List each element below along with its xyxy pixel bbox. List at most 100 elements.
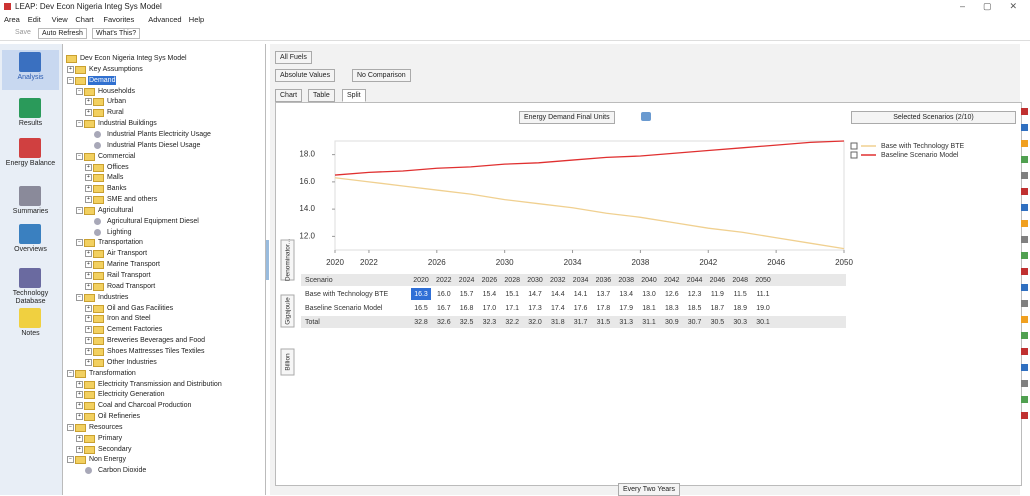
- tree-label[interactable]: Commercial: [98, 152, 136, 160]
- tool-icon[interactable]: [1021, 412, 1028, 419]
- help-button[interactable]: [641, 112, 651, 121]
- sidebar-item[interactable]: Overviews: [2, 222, 59, 262]
- view-tab[interactable]: Table: [308, 89, 335, 102]
- tree-label[interactable]: Iron and Steel: [107, 315, 151, 323]
- menu-item[interactable]: View: [51, 15, 68, 24]
- tree-label[interactable]: Industrial Plants Electricity Usage: [107, 130, 211, 138]
- tree-label[interactable]: Cement Factories: [107, 326, 163, 334]
- values-dropdown[interactable]: Absolute Values: [275, 69, 336, 82]
- tree-label[interactable]: Agricultural Equipment Diesel: [107, 217, 199, 225]
- tree-expander[interactable]: −: [76, 152, 83, 160]
- tree-label[interactable]: Electricity Generation: [98, 391, 165, 399]
- tree-expander[interactable]: +: [85, 163, 92, 171]
- tree-label[interactable]: Primary: [98, 434, 123, 442]
- tree-label[interactable]: Transformation: [89, 369, 136, 377]
- tree-label[interactable]: Carbon Dioxide: [98, 467, 147, 475]
- menu-item[interactable]: Favorites: [103, 15, 135, 24]
- tree-label[interactable]: Secondary: [98, 445, 132, 453]
- tree-expander[interactable]: +: [76, 434, 83, 442]
- tree-expander[interactable]: +: [85, 304, 92, 312]
- window-controls[interactable]: –▢✕: [960, 1, 1030, 11]
- tree-expander[interactable]: +: [76, 391, 83, 399]
- tree-expander[interactable]: −: [76, 206, 83, 214]
- tool-icon[interactable]: [1021, 380, 1028, 387]
- tree-expander[interactable]: +: [85, 250, 92, 258]
- tool-icon[interactable]: [1021, 204, 1028, 211]
- tree-label[interactable]: Banks: [107, 185, 127, 193]
- tree-expander[interactable]: +: [85, 174, 92, 182]
- comparison-dropdown[interactable]: No Comparison: [352, 69, 411, 82]
- tool-icon[interactable]: [1021, 316, 1028, 323]
- toolbar-button[interactable]: What's This?: [92, 28, 141, 39]
- tool-icon[interactable]: [1021, 332, 1028, 339]
- tool-icon[interactable]: [1021, 188, 1028, 195]
- tree-label[interactable]: Air Transport: [107, 250, 148, 258]
- tree-expander[interactable]: −: [67, 423, 74, 431]
- tool-icon[interactable]: [1021, 300, 1028, 307]
- view-tab[interactable]: Chart: [275, 89, 303, 102]
- tree-expander[interactable]: +: [85, 282, 92, 290]
- units-dropdown[interactable]: Energy Demand Final Units: [519, 111, 615, 124]
- tree-expander[interactable]: +: [85, 272, 92, 279]
- tree-expander[interactable]: +: [85, 98, 92, 106]
- scenarios-dropdown[interactable]: Selected Scenarios (2/10): [851, 111, 1016, 124]
- menu-item[interactable]: Advanced: [148, 15, 182, 24]
- sidebar-item[interactable]: Analysis: [2, 50, 59, 90]
- tree-expander[interactable]: −: [76, 120, 83, 128]
- tool-icon[interactable]: [1021, 156, 1028, 163]
- tree-expander[interactable]: +: [76, 402, 83, 410]
- tree-label[interactable]: SME and others: [107, 196, 158, 204]
- tool-icon[interactable]: [1021, 348, 1028, 355]
- tool-icon[interactable]: [1021, 172, 1028, 179]
- tree-label[interactable]: Agricultural: [98, 206, 134, 214]
- tree-expander[interactable]: +: [85, 261, 92, 269]
- tree-expander[interactable]: +: [76, 445, 83, 453]
- tree-expander[interactable]: +: [85, 315, 92, 323]
- fuel-dropdown[interactable]: All Fuels: [275, 51, 312, 64]
- tree-label[interactable]: Industrial Plants Diesel Usage: [107, 141, 201, 149]
- tool-icon[interactable]: [1021, 396, 1028, 403]
- tree-label[interactable]: Oil Refineries: [98, 413, 141, 421]
- tree-label[interactable]: Industries: [98, 293, 129, 301]
- tool-icon[interactable]: [1021, 124, 1028, 131]
- tree-label[interactable]: Shoes Mattresses Tiles Textiles: [107, 347, 205, 355]
- tree-expander[interactable]: −: [67, 76, 74, 84]
- tree-expander[interactable]: +: [85, 326, 92, 334]
- sidebar-item[interactable]: Technology Database: [2, 266, 59, 306]
- tree-expander[interactable]: +: [85, 337, 92, 345]
- tree-expander[interactable]: −: [76, 239, 83, 247]
- tree-expander[interactable]: +: [85, 109, 92, 117]
- menu-item[interactable]: Help: [188, 15, 205, 24]
- tree-label[interactable]: Dev Econ Nigeria Integ Sys Model: [80, 55, 187, 62]
- tree-expander[interactable]: +: [85, 196, 92, 204]
- tool-icon[interactable]: [1021, 220, 1028, 227]
- tool-icon[interactable]: [1021, 252, 1028, 259]
- tree-label[interactable]: Rail Transport: [107, 272, 151, 279]
- interval-dropdown[interactable]: Every Two Years: [618, 483, 681, 496]
- tool-icon[interactable]: [1021, 236, 1028, 243]
- tree-label[interactable]: Electricity Transmission and Distributio…: [98, 380, 222, 388]
- tree-expander[interactable]: +: [85, 358, 92, 366]
- tree-label[interactable]: Key Assumptions: [89, 65, 143, 73]
- tree-label[interactable]: Rural: [107, 109, 124, 117]
- splitter[interactable]: [266, 240, 269, 280]
- tree-label[interactable]: Non Energy: [89, 456, 126, 464]
- tree-expander[interactable]: −: [76, 293, 83, 301]
- toolbar-button[interactable]: Save: [15, 29, 31, 36]
- tree-label[interactable]: Breweries Beverages and Food: [107, 337, 206, 345]
- tree-label[interactable]: Resources: [89, 423, 123, 431]
- tree-label[interactable]: Coal and Charcoal Production: [98, 402, 192, 410]
- sidebar-item[interactable]: Notes: [2, 306, 59, 346]
- tree-label[interactable]: Oil and Gas Facilities: [107, 304, 174, 312]
- tree-label[interactable]: Other Industries: [107, 358, 157, 366]
- tree-label[interactable]: Malls: [107, 174, 124, 182]
- tool-icon[interactable]: [1021, 364, 1028, 371]
- tree-expander[interactable]: +: [85, 185, 92, 193]
- tree-expander[interactable]: −: [76, 87, 83, 95]
- tree-label[interactable]: Demand: [88, 75, 117, 85]
- tool-icon[interactable]: [1021, 268, 1028, 275]
- sidebar-item[interactable]: Summaries: [2, 184, 59, 224]
- tree-label[interactable]: Industrial Buildings: [98, 120, 157, 128]
- tree-label[interactable]: Transportation: [98, 239, 143, 247]
- sidebar-item[interactable]: Energy Balance: [2, 136, 59, 176]
